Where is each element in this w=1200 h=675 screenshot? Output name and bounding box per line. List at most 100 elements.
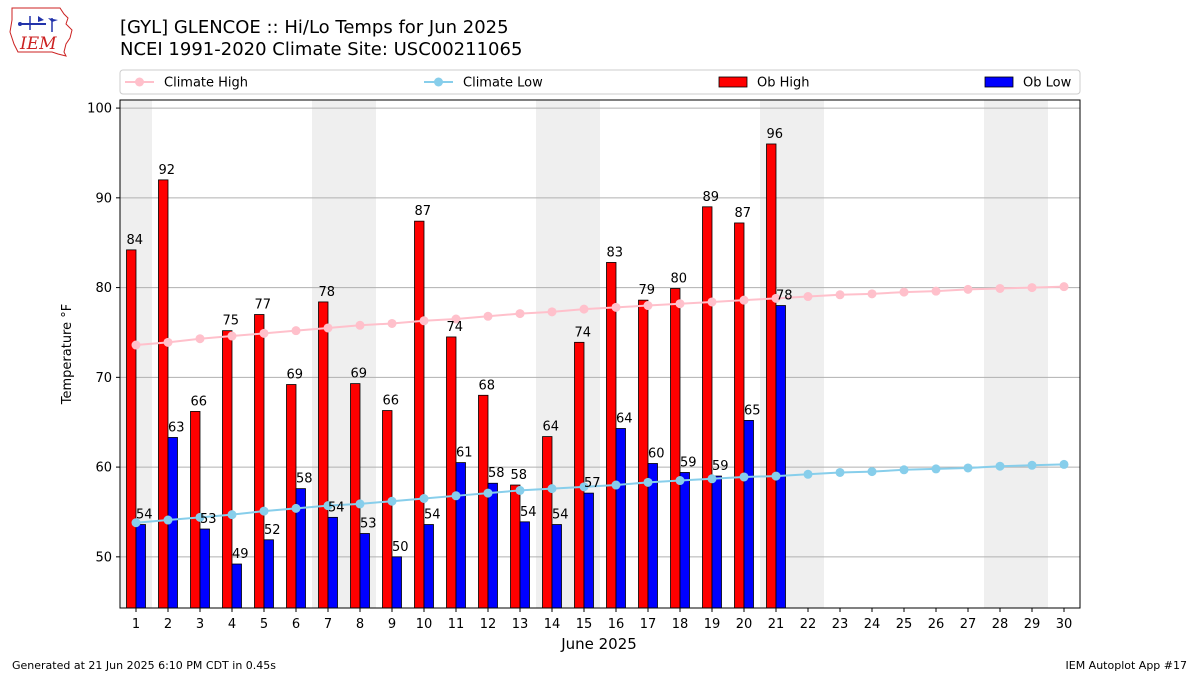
ob-high-value-label: 77 [255,298,272,313]
ob-high-bar [702,206,713,609]
x-tick-label: 24 [864,617,881,632]
ob-low-bar [519,521,530,609]
ob-low-bar [135,524,146,609]
ob-high-bar [766,143,777,609]
legend-label: Climate Low [463,76,543,91]
climate-low-point [995,461,1005,471]
climate-high-point [643,301,653,311]
climate-high-point [323,323,333,333]
y-tick-label: 80 [95,281,112,296]
ob-high-value-label: 69 [287,368,304,383]
ob-low-bar [359,533,370,609]
logo-text: IEM [19,34,57,54]
climate-low-point [1059,459,1069,469]
ob-low-value-label: 58 [296,472,313,487]
ob-low-value-label: 53 [200,512,217,527]
ob-high-value-label: 87 [415,204,432,219]
x-tick-label: 16 [608,617,625,632]
ob-low-bar [231,563,242,609]
ob-high-bar [382,410,393,609]
x-tick-label: 26 [928,617,945,632]
x-tick-label: 13 [512,617,529,632]
ob-high-value-label: 80 [671,271,688,286]
climate-low-point [963,463,973,473]
ob-low-value-label: 54 [520,505,537,520]
ob-low-value-label: 78 [776,289,793,304]
climate-low-point [803,469,813,479]
climate-low-point [579,482,589,492]
ob-high-bar [222,330,233,609]
climate-low-point [227,510,237,520]
y-tick-label: 100 [87,102,112,117]
ob-high-value-label: 89 [703,190,720,205]
ob-high-value-label: 96 [767,127,784,142]
climate-low-point [931,464,941,474]
ob-low-bar [263,539,274,609]
climate-low-point [675,476,685,486]
x-tick-label: 25 [896,617,913,632]
ob-low-bar [679,472,690,609]
y-tick-label: 90 [95,191,112,206]
climate-high-point [387,318,397,328]
x-tick-label: 11 [448,617,465,632]
chart-subtitle: NCEI 1991-2020 Climate Site: USC00211065 [120,39,523,60]
x-tick-label: 9 [388,617,396,632]
ob-high-bar [606,262,617,609]
climate-high-point [163,337,173,347]
climate-low-point [739,472,749,482]
ob-low-value-label: 64 [616,411,633,426]
ob-low-value-label: 54 [552,508,569,523]
climate-high-point [963,284,973,294]
climate-high-point [483,311,493,321]
climate-low-point [483,488,493,498]
x-tick-label: 10 [416,617,433,632]
climate-low-point [387,496,397,506]
climate-high-point [451,314,461,324]
climate-low-point [1027,460,1037,470]
ob-low-bar [583,492,594,609]
ob-high-bar [670,288,681,609]
climate-low-point [771,471,781,481]
climate-low-point [163,515,173,525]
x-tick-label: 5 [260,617,268,632]
legend-bar-swatch [984,76,1014,88]
legend-label: Ob High [757,76,810,91]
ob-low-bar [775,305,786,609]
y-tick-label: 70 [95,371,112,386]
ob-high-bar [286,384,297,609]
ob-low-bar [711,475,722,609]
weekend-shade [984,100,1016,608]
x-tick-label: 15 [576,617,593,632]
climate-low-point [515,485,525,495]
climate-high-point [675,299,685,309]
x-tick-label: 20 [736,617,753,632]
ob-high-bar [446,336,457,609]
climate-high-point [547,307,557,317]
x-tick-label: 3 [196,617,204,632]
ob-low-value-label: 63 [168,420,185,435]
ob-high-bar [254,314,265,609]
x-tick-label: 28 [992,617,1009,632]
climate-high-point [291,326,301,336]
ob-high-bar [318,301,329,609]
climate-low-point [867,467,877,477]
app-footer: IEM Autoplot App #17 [1065,659,1188,672]
x-tick-label: 23 [832,617,849,632]
legend-label: Climate High [164,76,248,91]
generated-footer: Generated at 21 Jun 2025 6:10 PM CDT in … [12,659,277,672]
ob-low-bar [743,420,754,609]
ob-high-value-label: 68 [479,378,496,393]
ob-high-bar [158,179,169,609]
climate-high-point [1059,282,1069,292]
climate-high-point [195,334,205,344]
ob-high-value-label: 79 [639,283,656,298]
ob-high-value-label: 66 [191,394,208,409]
ob-low-bar [551,524,562,609]
climate-high-point [131,340,141,350]
climate-low-point [547,484,557,494]
plot-frame [119,99,1081,609]
ob-high-bar [126,249,137,609]
ob-high-value-label: 58 [511,468,528,483]
